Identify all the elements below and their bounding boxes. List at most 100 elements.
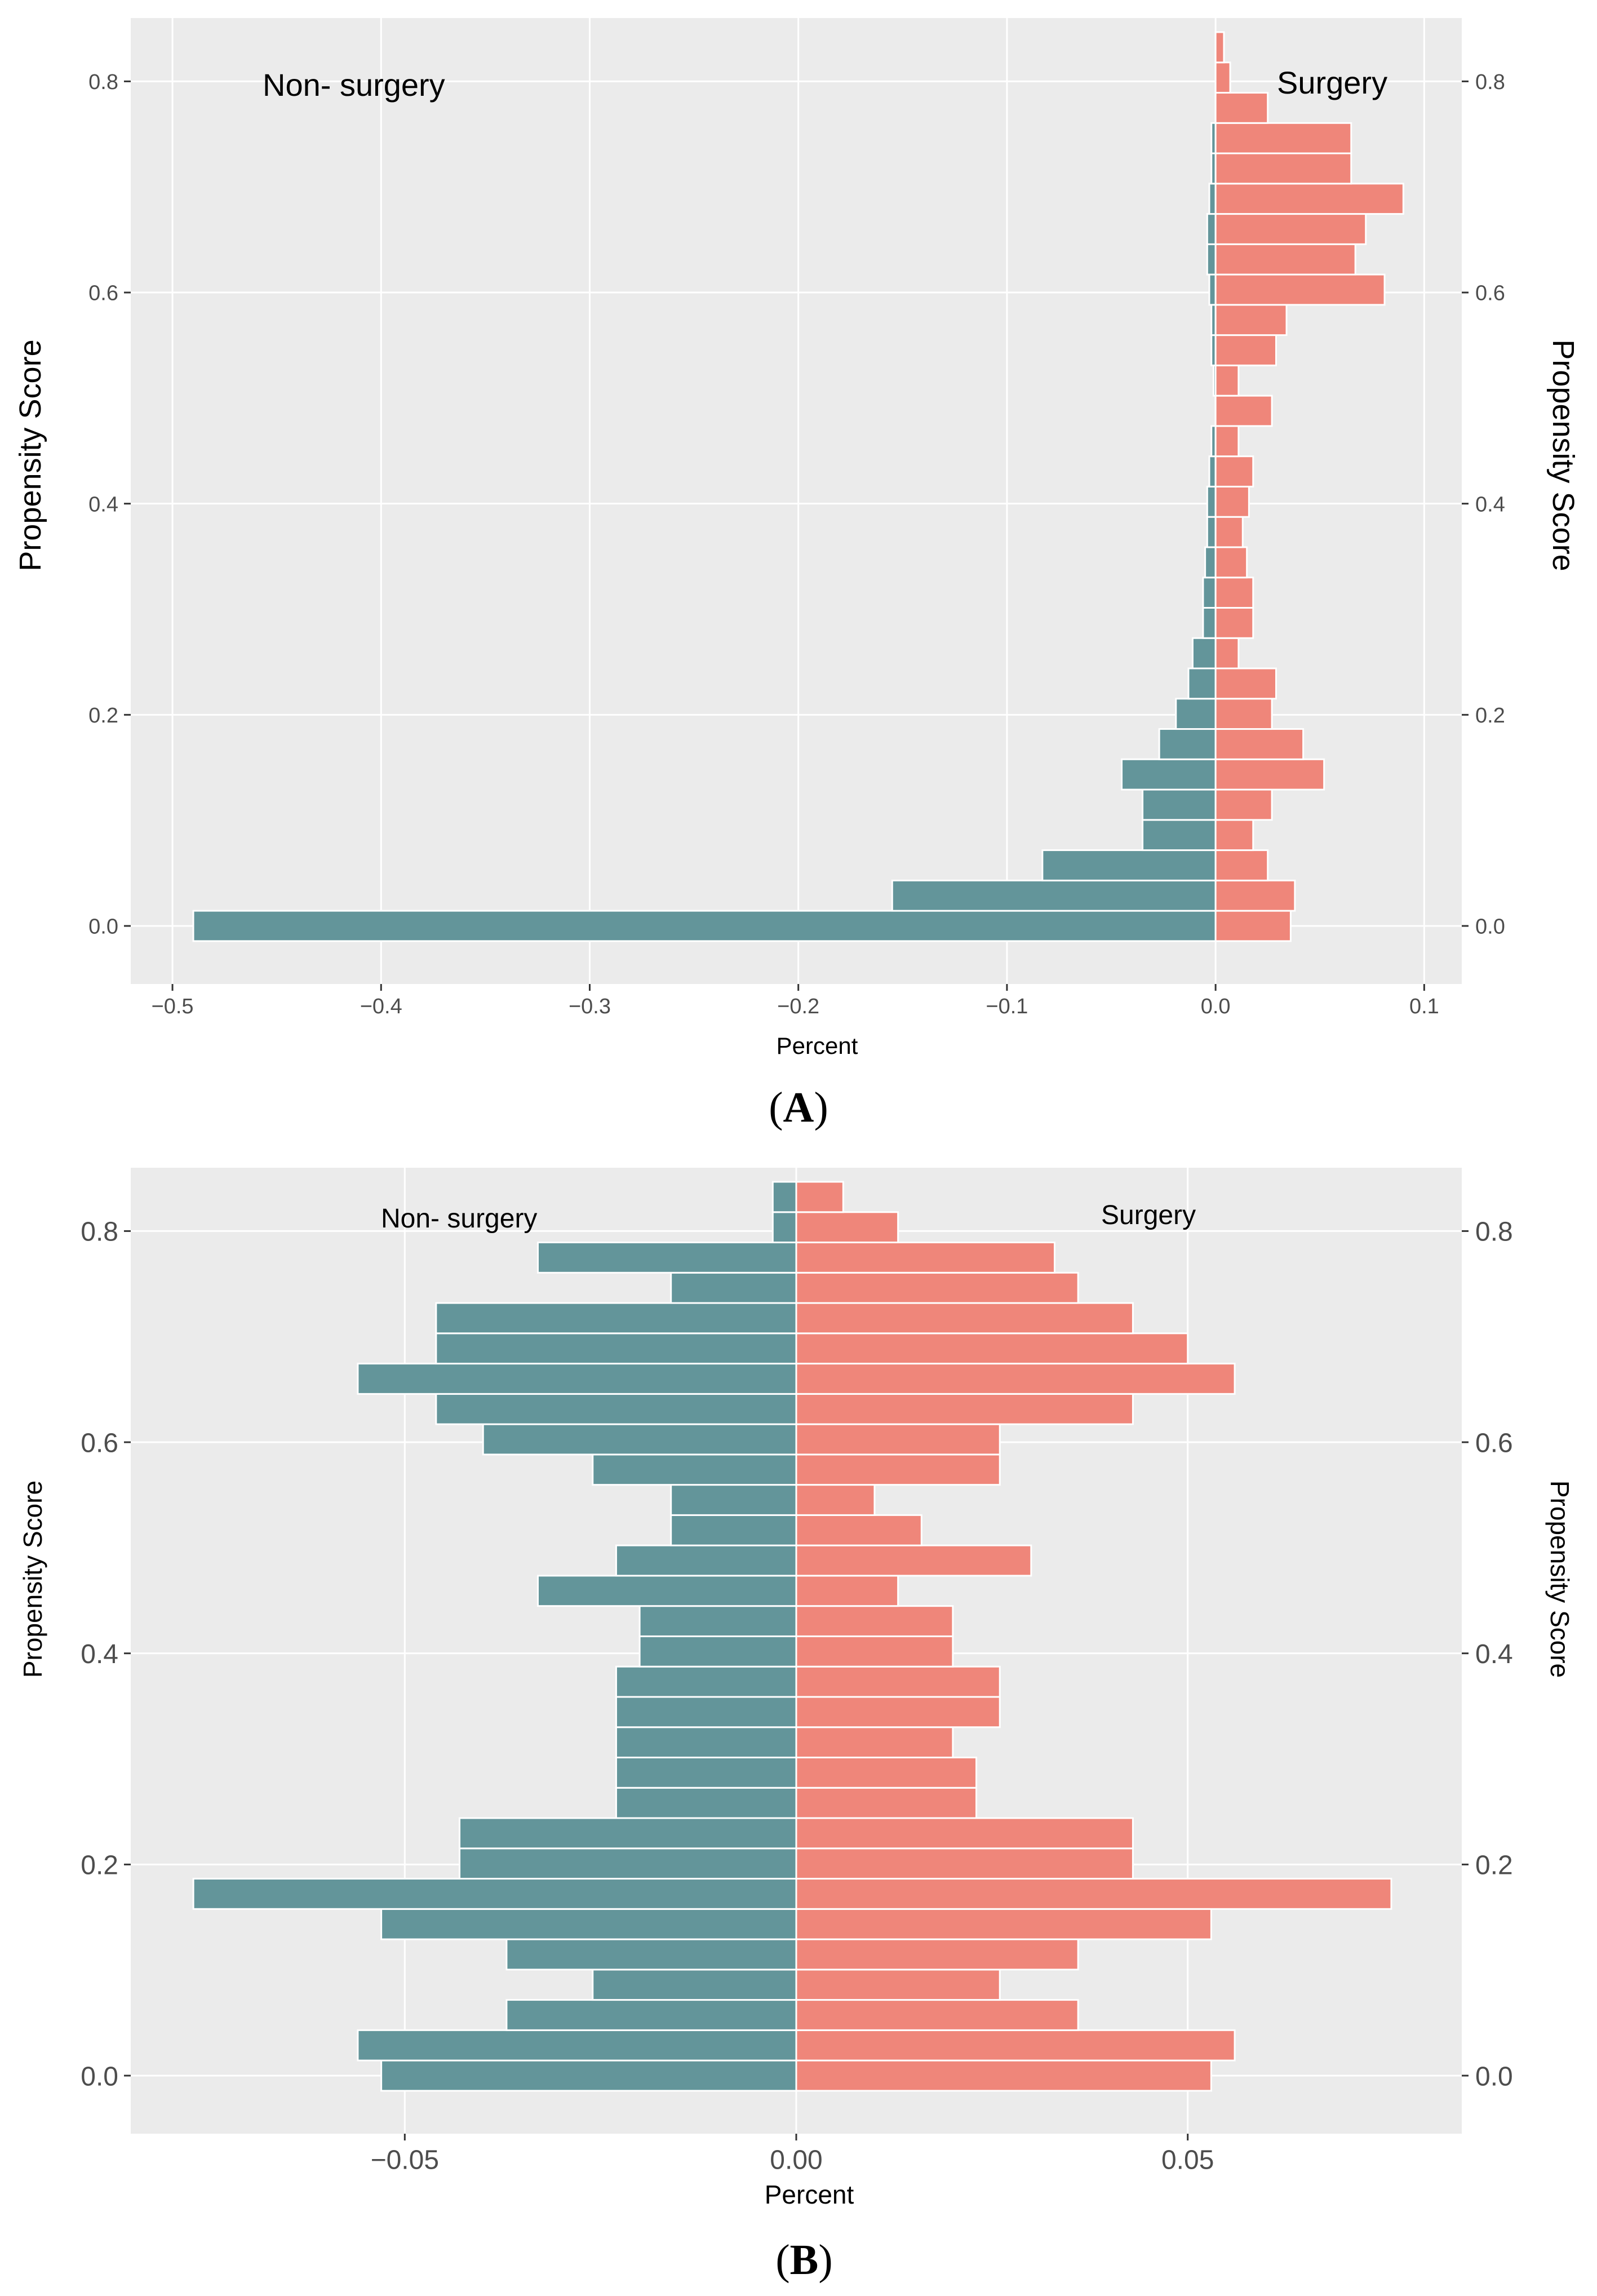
- panel-b-non-surgery-label: Non- surgery: [381, 1204, 537, 1234]
- panel-b-bar-non-surgery: [670, 1514, 797, 1546]
- panel-b-x-tick-label: 0.00: [770, 2145, 822, 2175]
- panel-b-bar-surgery: [795, 1938, 1079, 1971]
- panel-a-bar-non-surgery: [1187, 667, 1217, 700]
- panel-a-bar-surgery: [1214, 31, 1225, 64]
- panel-a-caption-open: (: [769, 1084, 783, 1131]
- panel-a-bar-surgery: [1214, 910, 1292, 942]
- panel-b-bar-surgery: [795, 1605, 954, 1637]
- panel-b-bar-non-surgery: [771, 1211, 797, 1244]
- panel-a-bar-surgery: [1214, 758, 1325, 791]
- panel-b-bar-non-surgery: [536, 1575, 797, 1607]
- panel-a-x-tick-label: 0.0: [1201, 995, 1231, 1018]
- panel-b-bar-surgery: [795, 1575, 899, 1607]
- panel-a-caption-close: ): [814, 1084, 828, 1131]
- panel-a-bar-non-surgery: [1202, 577, 1217, 609]
- panel-a-bar-surgery: [1214, 667, 1277, 700]
- panel-a-bar-surgery: [1214, 395, 1273, 427]
- panel-a-y-axis-title-right: Propensity Score: [1546, 339, 1580, 571]
- panel-a-bar-non-surgery: [1206, 516, 1217, 548]
- panel-a-bar-surgery: [1214, 879, 1296, 912]
- panel-a-y-tick-label-right: 0.0: [1475, 915, 1505, 939]
- panel-b-x-tick-label: −0.05: [371, 2145, 439, 2175]
- panel-a-bar-surgery: [1214, 546, 1248, 579]
- panel-a-bar-surgery: [1214, 698, 1273, 730]
- panel-a-bar-non-surgery: [1175, 698, 1217, 730]
- panel-a-y-tick-label-left: 0.4: [88, 493, 118, 516]
- panel-b-bar-non-surgery: [771, 1181, 797, 1213]
- panel-b-bar-non-surgery: [615, 1696, 797, 1728]
- panel-a-bar-surgery: [1214, 183, 1404, 215]
- panel-a-bars: [192, 31, 1404, 942]
- panel-b-y-tick-label-left: 0.2: [81, 1851, 118, 1881]
- panel-b-bar-surgery: [795, 1817, 1134, 1850]
- panel-b-bar-surgery: [795, 1363, 1236, 1395]
- panel-b-bar-surgery: [795, 1787, 978, 1819]
- panel-a-x-tick-label: −0.4: [360, 995, 402, 1018]
- panel-a-bar-surgery: [1214, 122, 1352, 154]
- panel-b-y-tick-label-left: 0.0: [81, 2062, 118, 2091]
- panel-a-bar-surgery: [1214, 849, 1269, 881]
- panel-a-x-tick-label: −0.2: [777, 995, 819, 1018]
- panel-a-bar-non-surgery: [1158, 728, 1217, 760]
- panel-b-bar-non-surgery: [357, 1363, 797, 1395]
- panel-b-bar-surgery: [795, 1878, 1392, 1910]
- panel-b-bar-surgery: [795, 2029, 1236, 2062]
- panel-b-caption: (B): [775, 2236, 832, 2284]
- panel-b-bar-non-surgery: [459, 1847, 797, 1880]
- panel-b-y-tick-label-right: 0.2: [1475, 1851, 1513, 1881]
- panel-b-bar-surgery: [795, 1635, 954, 1668]
- panel-a-bar-non-surgery: [1121, 758, 1217, 791]
- panel-a-bar-non-surgery: [1206, 213, 1217, 245]
- panel-b-bar-non-surgery: [459, 1817, 797, 1850]
- panel-b-bar-non-surgery: [380, 2059, 797, 2092]
- panel-a-bar-surgery: [1214, 304, 1288, 336]
- panel-a-y-ticks-left: 0.0 0.2 0.4 0.6 0.8: [88, 70, 131, 939]
- panel-b-bar-surgery: [795, 1211, 899, 1244]
- panel-b-caption-close: ): [818, 2236, 832, 2284]
- panel-b-bar-non-surgery: [357, 2029, 797, 2062]
- panel-b-bar-surgery: [795, 1453, 1001, 1486]
- panel-b-bar-non-surgery: [638, 1605, 797, 1637]
- panel-a: 0.0 0.2 0.4 0.6 0.8 0.0 0.2 0.4 0.6 0.8 −0.5 −0.4…: [14, 18, 1580, 1131]
- panel-a-non-surgery-label: Non- surgery: [263, 67, 445, 103]
- panel-b-bar-non-surgery: [615, 1665, 797, 1698]
- panel-a-bar-surgery: [1214, 213, 1367, 245]
- panel-b-bar-non-surgery: [482, 1423, 797, 1456]
- panel-b-bar-non-surgery: [615, 1544, 797, 1577]
- panel-a-bar-surgery: [1214, 334, 1277, 366]
- panel-a-x-tick-label: −0.5: [152, 995, 194, 1018]
- panel-b-y-ticks-right: 0.0 0.2 0.4 0.6 0.8: [1462, 1217, 1513, 2091]
- panel-b-bar-surgery: [795, 1847, 1134, 1880]
- panel-b-bars: [192, 1181, 1392, 2092]
- panel-b-bar-surgery: [795, 1393, 1134, 1425]
- panel-b-bar-non-surgery: [670, 1484, 797, 1516]
- panel-b-bar-non-surgery: [670, 1271, 797, 1304]
- panel-a-y-tick-label-right: 0.4: [1475, 493, 1505, 516]
- panel-a-bar-surgery: [1214, 92, 1269, 124]
- panel-a-bar-surgery: [1214, 455, 1254, 487]
- panel-a-y-tick-label-right: 0.8: [1475, 70, 1505, 94]
- panel-b-bar-surgery: [795, 1756, 978, 1789]
- panel-a-bar-surgery: [1214, 637, 1240, 670]
- panel-a-bar-non-surgery: [891, 879, 1217, 912]
- panel-b-bar-surgery: [795, 1696, 1001, 1728]
- panel-a-y-axis-title-left: Propensity Score: [14, 339, 47, 571]
- panel-a-y-tick-label-right: 0.6: [1475, 282, 1505, 305]
- panel-a-bar-surgery: [1214, 273, 1386, 306]
- panel-a-x-tick-label: −0.3: [569, 995, 611, 1018]
- panel-b-y-tick-label-left: 0.6: [81, 1428, 118, 1458]
- panel-b-bar-surgery: [795, 1999, 1079, 2031]
- panel-b-bar-non-surgery: [592, 1453, 797, 1486]
- panel-a-bar-non-surgery: [192, 910, 1217, 942]
- panel-a-bar-non-surgery: [1041, 849, 1217, 881]
- panel-a-y-tick-label-left: 0.8: [88, 70, 118, 94]
- panel-b-y-tick-label-right: 0.0: [1475, 2062, 1513, 2091]
- panel-b: 0.0 0.2 0.4 0.6 0.8 0.0 0.2 0.4 0.6 0.8 −0.05 0.0…: [18, 1168, 1574, 2284]
- panel-a-surgery-label: Surgery: [1277, 65, 1387, 100]
- panel-a-bar-surgery: [1214, 243, 1356, 276]
- panel-a-bar-surgery: [1214, 516, 1244, 548]
- panel-a-x-tick-label: 0.1: [1409, 995, 1439, 1018]
- panel-b-bar-surgery: [795, 1484, 876, 1516]
- panel-b-bar-surgery: [795, 1665, 1001, 1698]
- panel-b-bar-surgery: [795, 1332, 1189, 1365]
